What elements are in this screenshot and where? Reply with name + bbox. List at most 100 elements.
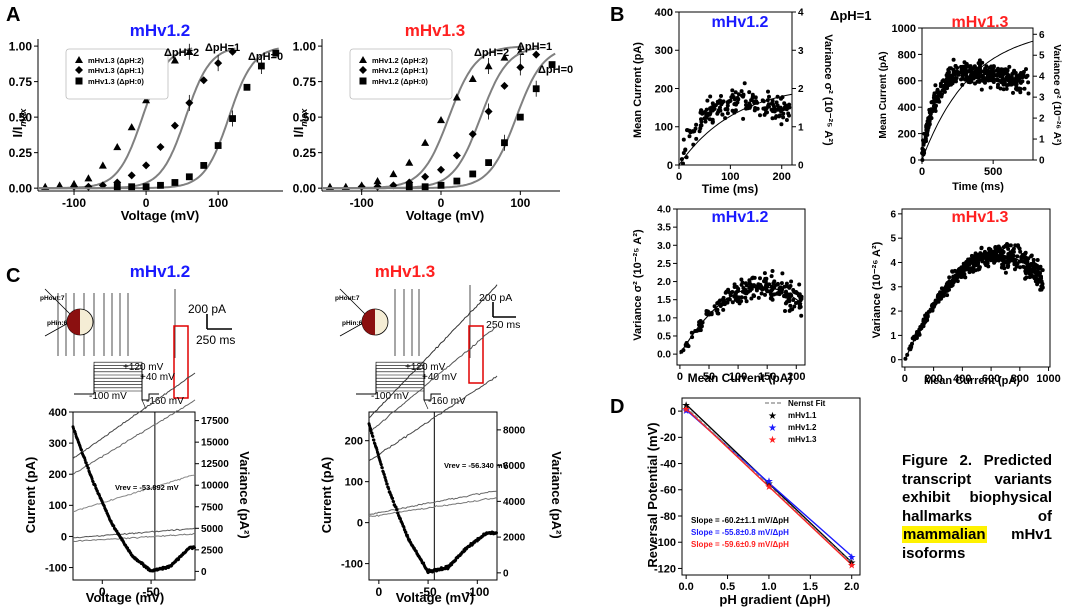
b-tl-data-point (742, 81, 747, 86)
b-br-xtick-label: 800 (1011, 373, 1029, 385)
c-right-variance-trace-4 (368, 496, 498, 518)
c-left-title: mHv1.2 (130, 262, 190, 281)
c-left-mean-current-point (193, 546, 196, 550)
c-right-variance-trace-3 (368, 490, 498, 515)
b-br-ytick-label: 5 (890, 234, 896, 245)
b-br-data-point (1005, 265, 1010, 269)
b-br-data-point (1023, 271, 1028, 276)
b-tl-data-point (763, 107, 768, 112)
panel-a-right: mHv1.3 I/Imax -100 0 100 0.00 0.25 0.50 0.75 1.… (291, 21, 573, 223)
b-tl-data-point (719, 94, 723, 98)
c-left-variance-trace-3 (72, 527, 196, 539)
b-tl-data-point (782, 105, 787, 110)
b-tr-y2label: Variance σ² (10⁻²⁶ A²) (1051, 44, 1062, 145)
panel-b-top-left: mHv1.2 Mean Current (pA) Variance σ² (10… (632, 7, 834, 196)
b-bl-ytick-label: 1.0 (657, 313, 671, 324)
d-point-mHv1.2: ★ (764, 477, 773, 488)
b-bl-data-point (751, 293, 756, 298)
b-bl-data-point (787, 299, 792, 304)
panel-b-top-right: mHv1.3 Mean Current (pA) Variance σ² (10… (878, 14, 1062, 193)
b-br-data-point (967, 259, 972, 264)
b-tl-data-point (753, 99, 757, 104)
b-bl-data-point (773, 283, 778, 288)
c-right-mean-current-point (382, 473, 386, 477)
b-bl-data-point (796, 293, 801, 298)
c-left-variance-trace-1 (72, 399, 196, 475)
a-right-legend-diamond-marker (359, 66, 367, 74)
b-bl-ytick-label: 4.0 (657, 205, 671, 216)
b-tr-data-point (925, 130, 930, 135)
a-left-legend-1: mHv1.3 (ΔpH:2) (88, 56, 144, 65)
a-left-curve-label-dph2: ΔpH=2 (164, 47, 199, 59)
b-br-data-point (950, 269, 955, 274)
b-tr-data-point (973, 81, 977, 86)
a-right-point-diamond (421, 172, 430, 181)
a-left-point-square (185, 173, 193, 181)
panel-a-left: mHv1.2 I/Imax -100 0 100 0.00 0.25 0.50 0.75 1.… (9, 21, 283, 223)
b-bl-data-point (780, 271, 785, 276)
b-bl-ytick-label: 2.5 (657, 259, 671, 270)
a-left-point-square (200, 162, 208, 169)
b-tr-data-point (966, 76, 971, 81)
d-slope-mhv11: Slope = -60.2±1.1 mV/ΔpH (691, 516, 789, 525)
b-tr-data-point (1021, 72, 1026, 76)
c-right-mean-current-point (394, 505, 398, 509)
b-br-plot-area (903, 242, 1045, 361)
b-tr-data-point (948, 66, 953, 71)
b-bl-data-point (721, 307, 726, 312)
d-point-mHv1.1: ★ (764, 479, 773, 490)
a-right-point-square (501, 139, 508, 147)
b-tr-data-point (938, 84, 943, 89)
b-tr-data-point (927, 107, 932, 112)
d-ytick-label: 0 (670, 406, 676, 418)
b-tr-data-point (969, 79, 974, 84)
b-tr-data-point (1006, 78, 1011, 83)
b-bl-data-point (743, 281, 748, 286)
c-right-ytick-label: -100 (341, 558, 363, 570)
b-tr-data-point (933, 83, 938, 88)
b-bl-data-point (698, 328, 703, 333)
c-left-cell-interior (67, 309, 80, 335)
a-left-curve-label-dph0: ΔpH=0 (248, 51, 283, 63)
c-right-tail-box (468, 325, 484, 384)
b-br-xtick-label: 200 (924, 373, 942, 385)
c-right-protocol-plus120: +120 mV (405, 362, 446, 373)
b-br-data-point (985, 261, 990, 265)
c-left-mean-current-point (84, 461, 88, 465)
a-left-point-diamond (185, 98, 194, 107)
a-right-legend-square-marker (359, 77, 367, 85)
d-legend-star-mhv13: ★ (768, 435, 777, 446)
b-tr-data-point (1015, 74, 1020, 79)
b-tr-data-point (1001, 87, 1006, 92)
d-legend-star-mhv12: ★ (768, 423, 777, 434)
b-tr-data-point (932, 107, 937, 112)
b-tl-data-point (762, 112, 767, 117)
b-br-xlabel: Mean Current (pA) (924, 375, 1020, 387)
c-right-y2tick-label: 6000 (503, 461, 526, 472)
b-tr-data-point (985, 76, 990, 81)
b-bl-data-point (739, 295, 744, 300)
b-br-ylabel: Variance (10⁻²⁶ A²) (871, 241, 883, 338)
c-left-scale-time: 250 ms (196, 333, 235, 347)
d-point-mHv1.3: ★ (847, 561, 856, 572)
b-br-data-point (1020, 255, 1025, 260)
a-right-curve-label-dph1: ΔpH=1 (517, 41, 552, 53)
b-tr-data-point (951, 78, 956, 83)
c-right-protocol-minus160: -160 mV (428, 396, 466, 407)
b-tl-data-point (751, 94, 756, 99)
b-tl-data-point (741, 116, 746, 121)
c-right-variance-trace-1 (368, 325, 498, 433)
a-left-legend-box (65, 48, 169, 100)
b-tr-data-point (979, 87, 984, 92)
c-right-ytick-label: 200 (345, 436, 363, 448)
b-br-data-point (1023, 257, 1028, 262)
a-right-point-diamond (532, 50, 541, 59)
a-right-point-diamond (468, 130, 477, 139)
b-tl-y2tick-label: 1 (798, 122, 804, 133)
b-bl-data-point (716, 311, 721, 316)
b-tl-data-point (769, 107, 774, 112)
b-tr-data-point (945, 71, 950, 76)
d-legend-fit: Nernst Fit (788, 399, 826, 408)
b-tr-data-point (963, 65, 968, 70)
b-condition-label: ΔpH=1 (830, 8, 872, 23)
